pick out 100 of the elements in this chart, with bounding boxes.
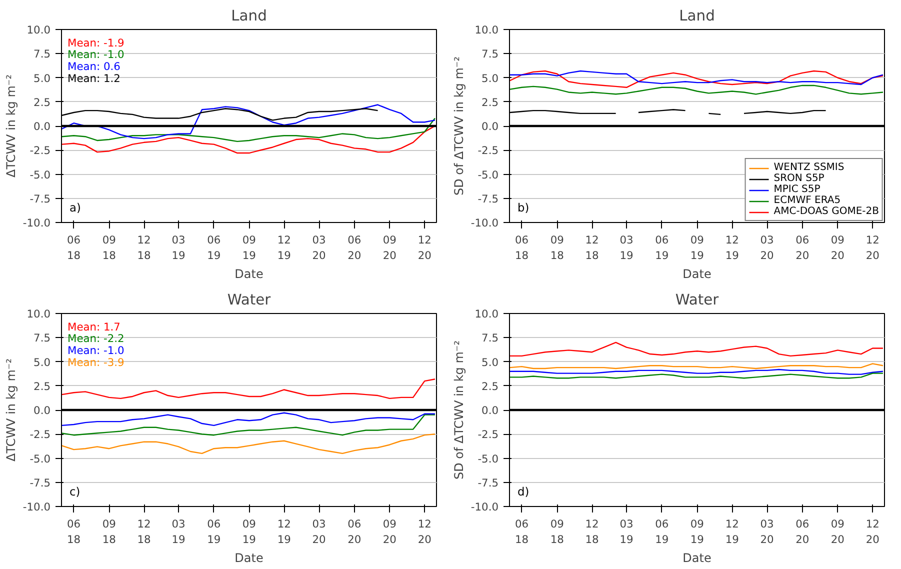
y-tick-label: -2.5: [30, 144, 51, 158]
y-tick-label: 7.5: [482, 332, 499, 345]
y-tick-label: -7.5: [478, 476, 499, 490]
x-tick-label: 12 19: [725, 234, 740, 262]
chart-title: Land: [231, 8, 267, 24]
x-axis-title: Date: [234, 551, 264, 566]
y-axis-title: ΔTCWV in kg m⁻²: [4, 74, 18, 178]
x-tick-label: 03 19: [620, 234, 634, 262]
annotation: Mean: -1.0: [68, 344, 125, 358]
x-tick-label: 12 19: [725, 518, 740, 546]
annotation: Mean: -2.2: [68, 332, 124, 346]
x-tick-label: 06 18: [515, 234, 529, 262]
legend-label: ECMWF ERA5: [774, 195, 841, 206]
x-tick-label: 06 18: [515, 518, 529, 546]
x-tick-label: 12 18: [137, 518, 152, 546]
y-axis-title: SD of ΔTCWV in kg m⁻²: [452, 340, 466, 480]
x-tick-label: 03 20: [312, 234, 326, 262]
x-tick-label: 06 19: [655, 518, 669, 546]
y-tick-label: 5.0: [482, 356, 499, 369]
y-tick-label: -2.5: [478, 428, 499, 442]
x-tick-label: 06 18: [67, 234, 81, 262]
y-tick-label: -5.0: [30, 452, 51, 466]
y-tick-label: -7.5: [30, 476, 51, 490]
x-tick-label: 03 20: [760, 518, 774, 546]
y-tick-label: -10.0: [22, 216, 51, 230]
x-tick-label: 06 19: [207, 518, 221, 546]
y-tick-label: 5.0: [34, 72, 51, 85]
annotation: Mean: -1.9: [68, 36, 125, 50]
annotation: Mean: 1.7: [68, 320, 120, 334]
y-tick-label: 0.0: [34, 120, 51, 133]
legend-label: SRON S5P: [774, 173, 824, 184]
x-tick-label: 09 19: [690, 234, 704, 262]
x-tick-label: 12 20: [866, 518, 880, 546]
x-tick-label: 09 19: [690, 518, 704, 546]
x-tick-label: 09 19: [242, 518, 256, 546]
x-tick-label: 06 19: [207, 234, 221, 262]
x-tick-label: 12 20: [866, 234, 880, 262]
y-tick-label: 7.5: [34, 332, 51, 345]
y-tick-label: -5.0: [30, 168, 51, 182]
x-axis-title: Date: [682, 551, 712, 566]
y-tick-label: -5.0: [478, 168, 499, 182]
x-tick-label: 12 19: [277, 518, 292, 546]
y-tick-label: 10.0: [26, 24, 51, 36]
y-axis-title: ΔTCWV in kg m⁻²: [4, 358, 18, 462]
x-tick-label: 06 19: [655, 234, 669, 262]
annotation: c): [70, 484, 80, 498]
y-tick-label: 10.0: [26, 308, 51, 320]
y-tick-label: -7.5: [30, 192, 51, 206]
x-tick-label: 06 20: [348, 518, 362, 546]
x-tick-label: 09 20: [382, 518, 397, 546]
chart-title: Water: [227, 292, 272, 308]
x-tick-label: 09 18: [102, 234, 116, 262]
y-tick-label: 10.0: [474, 24, 499, 36]
x-tick-label: 03 19: [172, 234, 186, 262]
y-tick-label: -10.0: [470, 500, 499, 514]
x-tick-label: 09 19: [242, 234, 256, 262]
y-axis-title: SD of ΔTCWV in kg m⁻²: [452, 56, 466, 196]
x-tick-label: 03 20: [760, 234, 774, 262]
x-tick-label: 09 18: [550, 518, 564, 546]
y-tick-label: 0.0: [34, 404, 51, 417]
annotation: Mean: 1.2: [68, 72, 120, 86]
y-tick-label: -10.0: [22, 500, 51, 514]
y-tick-label: 2.5: [34, 380, 51, 393]
y-tick-label: 2.5: [34, 96, 51, 109]
y-tick-label: -2.5: [30, 428, 51, 442]
y-tick-label: 5.0: [34, 356, 51, 369]
y-tick-label: 2.5: [482, 96, 499, 109]
x-tick-label: 09 20: [830, 518, 845, 546]
x-tick-label: 03 19: [620, 518, 634, 546]
y-tick-label: -2.5: [478, 144, 499, 158]
y-tick-label: 2.5: [482, 380, 499, 393]
x-tick-label: 03 19: [172, 518, 186, 546]
chart-title: Land: [679, 8, 715, 24]
x-tick-label: 06 20: [348, 234, 362, 262]
y-tick-label: 0.0: [482, 404, 499, 417]
chart-title: Water: [675, 292, 720, 308]
annotation: d): [518, 484, 530, 498]
x-tick-label: 12 19: [277, 234, 292, 262]
annotation: b): [518, 200, 530, 214]
x-tick-label: 09 18: [102, 518, 116, 546]
y-tick-label: 10.0: [474, 308, 499, 320]
x-tick-label: 09 20: [382, 234, 397, 262]
y-tick-label: 5.0: [482, 72, 499, 85]
legend-label: WENTZ SSMIS: [774, 162, 844, 173]
annotation: a): [70, 200, 81, 214]
y-tick-label: -5.0: [478, 452, 499, 466]
x-tick-label: 12 18: [585, 234, 600, 262]
annotation: Mean: -3.9: [68, 356, 125, 370]
x-tick-label: 06 20: [796, 234, 810, 262]
x-tick-label: 06 20: [796, 518, 810, 546]
y-tick-label: -7.5: [478, 192, 499, 206]
x-axis-title: Date: [234, 267, 264, 282]
y-tick-label: 7.5: [482, 48, 499, 61]
y-tick-label: 7.5: [34, 48, 51, 61]
x-tick-label: 03 20: [312, 518, 326, 546]
x-tick-label: 06 18: [67, 518, 81, 546]
y-tick-label: -10.0: [470, 216, 499, 230]
x-axis-title: Date: [682, 267, 712, 282]
legend-label: AMC-DOAS GOME-2B: [774, 206, 879, 217]
x-tick-label: 12 18: [585, 518, 600, 546]
